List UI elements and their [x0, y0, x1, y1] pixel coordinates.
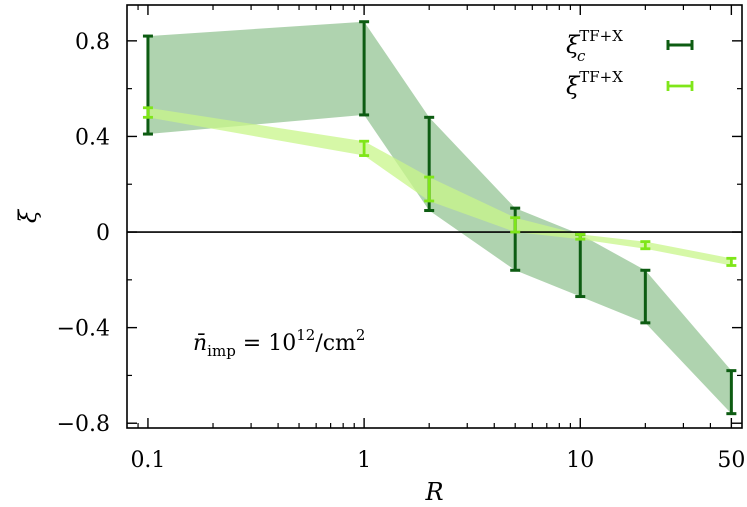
annotation-sup2: 2 — [356, 326, 366, 344]
x-tick-label: 1 — [357, 448, 371, 473]
band-series-2 — [147, 107, 732, 266]
y-tick-label: 0 — [96, 221, 110, 246]
y-tick-label: 0.8 — [75, 30, 110, 55]
annotation-base: n̄ — [193, 331, 207, 356]
legend-label-sup: TF+X — [579, 68, 623, 86]
errorbar-series-1 — [726, 369, 737, 416]
impurity-density-annotation: n̄imp = 1012/cm2 — [193, 326, 365, 360]
legend-label-sub: c — [577, 47, 586, 65]
legend-label-base: ξ — [566, 31, 581, 59]
legend-label: ξTF+X — [566, 68, 623, 100]
errorbar-series-2 — [726, 256, 737, 267]
ticks-layer: 0.1 1 10 50 0.8 0.4 0 −0.4 −0.8 — [57, 5, 745, 473]
annotation-sup: 12 — [296, 326, 315, 344]
errorbar-series-2 — [575, 233, 586, 241]
y-tick-label: −0.4 — [57, 317, 110, 342]
y-axis-label: ξ — [14, 208, 42, 223]
errorbar-series-2 — [359, 139, 370, 157]
band-series-1 — [147, 21, 732, 414]
errorbar-series-2 — [424, 175, 435, 203]
legend-label: ξTF+X — [566, 27, 623, 59]
errorbar-series-2 — [510, 216, 521, 234]
y-tick-label: −0.8 — [57, 412, 110, 437]
x-tick-label: 0.1 — [130, 448, 165, 473]
x-axis-label: R — [424, 478, 443, 506]
annotation-sub: imp — [207, 342, 236, 360]
annotation-mid: = 10 — [236, 331, 296, 356]
legend-label-base: ξ — [566, 72, 581, 100]
bands-layer — [147, 21, 732, 414]
y-tick-label: 0.4 — [75, 125, 110, 150]
legend-label-sup: TF+X — [579, 27, 623, 45]
annotation-tail: /cm — [315, 331, 356, 356]
x-tick-label: 10 — [566, 448, 594, 473]
errorbar-series-2 — [142, 106, 153, 119]
plot-frame — [126, 4, 743, 429]
errorbars-layer — [142, 20, 737, 416]
errorbar-series-1 — [640, 268, 651, 325]
legend-entry-series-2: ξTF+X — [566, 68, 694, 100]
legend-entry-series-1: ξTF+Xc — [566, 27, 694, 65]
errorbar-series-2 — [640, 240, 651, 251]
errorbar-series-1 — [359, 20, 370, 117]
x-tick-label: 50 — [717, 448, 745, 473]
